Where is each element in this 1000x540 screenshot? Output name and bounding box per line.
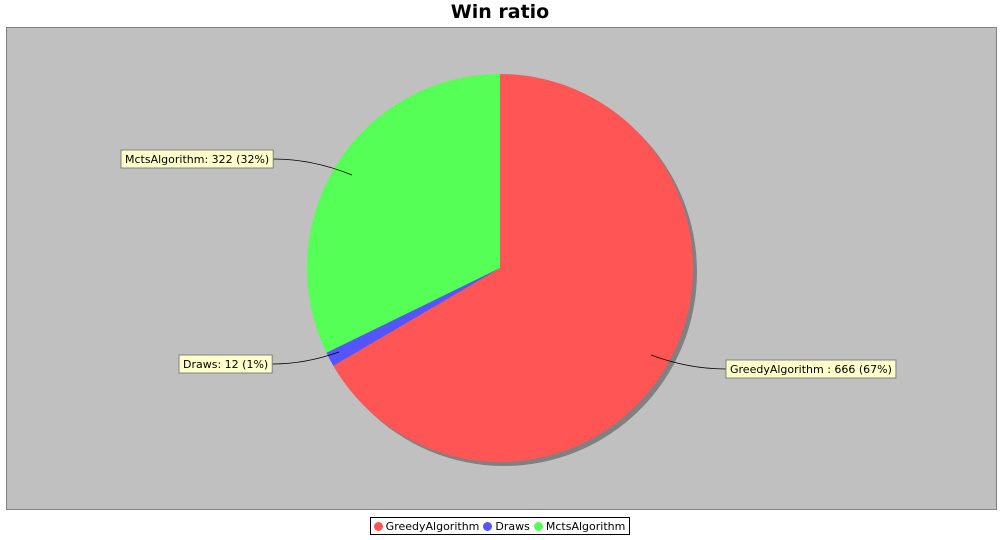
label-text: GreedyAlgorithm : 666 (67%) bbox=[730, 363, 892, 376]
label-leader-line bbox=[273, 158, 353, 176]
legend-item-mcts: MctsAlgorithm bbox=[533, 519, 626, 533]
slice-label-mctsalgorithm: MctsAlgorithm: 322 (32%) bbox=[120, 149, 353, 176]
legend-label-greedy: GreedyAlgorithm bbox=[385, 519, 480, 533]
legend-item-draws: Draws bbox=[483, 519, 530, 533]
slice-label-greedyalgorithm: GreedyAlgorithm : 666 (67%) bbox=[650, 354, 897, 379]
legend-swatch-draws bbox=[483, 521, 493, 531]
legend: GreedyAlgorithm Draws MctsAlgorithm bbox=[0, 517, 1000, 535]
legend-label-draws: Draws bbox=[495, 519, 530, 533]
legend-swatch-mcts bbox=[533, 521, 543, 531]
pie-slice-greedyalgorithm bbox=[333, 74, 694, 463]
label-text: MctsAlgorithm: 322 (32%) bbox=[125, 153, 269, 166]
legend-item-greedy: GreedyAlgorithm bbox=[373, 519, 480, 533]
legend-swatch-greedy bbox=[373, 521, 383, 531]
legend-box: GreedyAlgorithm Draws MctsAlgorithm bbox=[369, 517, 631, 535]
label-box bbox=[725, 359, 897, 379]
label-leader-line bbox=[272, 351, 340, 365]
pie-slice-draws bbox=[326, 268, 500, 366]
label-box bbox=[120, 149, 274, 169]
pie-slice-mctsalgorithm bbox=[307, 74, 500, 353]
legend-label-mcts: MctsAlgorithm bbox=[545, 519, 626, 533]
slice-label-draws: Draws: 12 (1%) bbox=[178, 351, 340, 374]
label-leader-line bbox=[650, 354, 727, 370]
chart-title: Win ratio bbox=[450, 1, 550, 23]
label-text: Draws: 12 (1%) bbox=[183, 358, 268, 371]
label-box bbox=[178, 354, 273, 374]
